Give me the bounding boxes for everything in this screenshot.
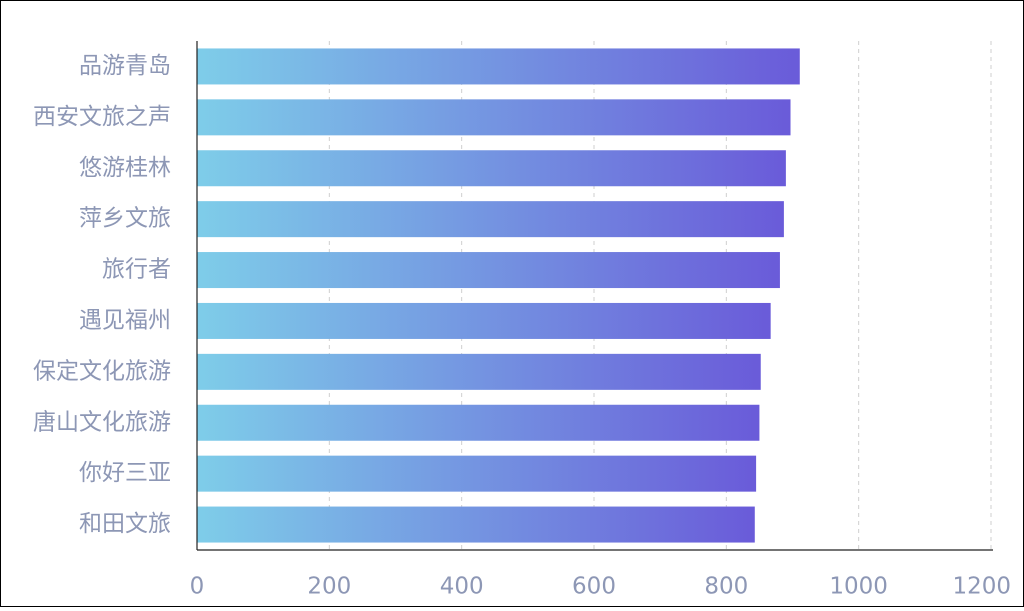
- category-label: 萍乡文旅: [79, 206, 171, 232]
- category-label: 遇见福州: [79, 307, 171, 333]
- bar[interactable]: [197, 455, 757, 492]
- category-label: 西安文旅之声: [33, 104, 171, 130]
- category-label: 旅行者: [102, 257, 171, 283]
- bar[interactable]: [197, 48, 800, 85]
- tick-labels: 0 200 400 600 800 1000 1200: [190, 574, 1011, 600]
- tick-label: 200: [307, 574, 351, 600]
- axes: [196, 41, 993, 551]
- bar[interactable]: [197, 150, 786, 187]
- category-label: 和田文旅: [79, 511, 171, 537]
- tick-label: 600: [572, 574, 616, 600]
- category-label: 保定文化旅游: [33, 358, 171, 384]
- tick-label: 1200: [952, 574, 1011, 600]
- bar[interactable]: [197, 506, 755, 543]
- tick-label: 0: [190, 574, 205, 600]
- category-label: 悠游桂林: [79, 155, 171, 181]
- bar[interactable]: [197, 201, 784, 238]
- bar[interactable]: [197, 252, 780, 289]
- bar[interactable]: [197, 404, 760, 441]
- category-label: 你好三亚: [79, 460, 171, 486]
- bar[interactable]: [197, 353, 761, 390]
- tick-label: 800: [704, 574, 748, 600]
- tick-label: 1000: [829, 574, 888, 600]
- bar[interactable]: [197, 99, 791, 136]
- tick-label: 400: [440, 574, 484, 600]
- category-labels: 品游青岛西安文旅之声悠游桂林萍乡文旅旅行者遇见福州保定文化旅游唐山文化旅游你好三…: [33, 53, 171, 537]
- category-label: 品游青岛: [79, 53, 171, 79]
- bar[interactable]: [197, 302, 771, 339]
- category-label: 唐山文化旅游: [33, 409, 171, 435]
- bars: [197, 48, 800, 543]
